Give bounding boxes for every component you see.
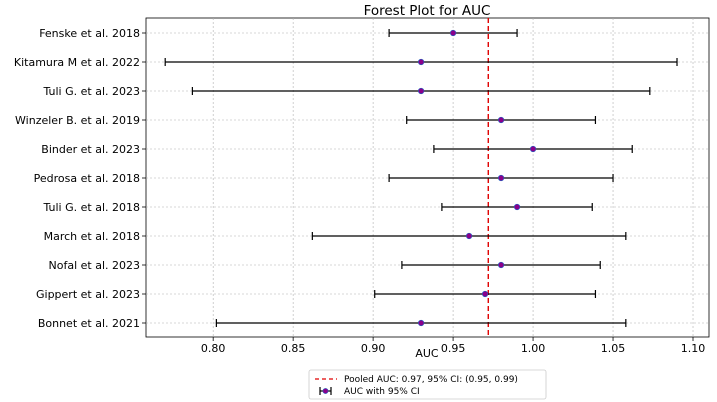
auc-point xyxy=(481,290,489,298)
auc-point xyxy=(418,319,425,327)
auc-point xyxy=(497,261,505,269)
auc-point xyxy=(513,203,521,211)
x-tick-label: 0.80 xyxy=(201,342,226,355)
legend-box xyxy=(308,369,547,400)
legend-ci-swatch-dot xyxy=(322,388,329,394)
x-tick-label: 0.90 xyxy=(361,342,386,355)
x-axis-label: AUC xyxy=(415,347,439,360)
study-label: Binder et al. 2023 xyxy=(41,143,140,156)
legend: Pooled AUC: 0.97, 95% CI: (0.95, 0.99) A… xyxy=(308,369,547,400)
legend-ci-label: AUC with 95% CI xyxy=(344,387,420,397)
study-label: Pedrosa et al. 2018 xyxy=(34,172,140,185)
y-tick-labels: Fenske et al. 2018 Kitamura M et al. 2022… xyxy=(14,27,146,330)
study-label: Winzeler B. et al. 2019 xyxy=(15,114,140,127)
study-label: Tuli G. et al. 2023 xyxy=(42,85,140,98)
study-label: Nofal et al. 2023 xyxy=(49,259,141,272)
auc-point xyxy=(497,174,505,182)
auc-point xyxy=(418,87,425,95)
x-ticks: 0.80 0.85 0.90 0.95 1.00 1.05 1.10 xyxy=(201,337,705,355)
study-label: Fenske et al. 2018 xyxy=(39,27,140,40)
study-label: Gippert et al. 2023 xyxy=(36,288,140,301)
auc-point xyxy=(465,232,473,240)
x-tick-label: 1.00 xyxy=(521,342,546,355)
auc-points xyxy=(418,29,537,327)
legend-pooled-label: Pooled AUC: 0.97, 95% CI: (0.95, 0.99) xyxy=(344,375,518,385)
study-label: March et al. 2018 xyxy=(44,230,140,243)
study-label: Bonnet et al. 2021 xyxy=(38,317,140,330)
chart-title: Forest Plot for AUC xyxy=(364,3,491,19)
x-tick-label: 0.85 xyxy=(281,342,306,355)
auc-point xyxy=(497,116,505,124)
auc-point xyxy=(529,145,537,153)
auc-point xyxy=(418,58,425,66)
auc-point xyxy=(449,29,457,37)
x-tick-label: 1.10 xyxy=(681,342,706,355)
x-tick-label: 0.95 xyxy=(441,342,466,355)
study-label: Kitamura M et al. 2022 xyxy=(14,56,140,69)
x-tick-label: 1.05 xyxy=(601,342,626,355)
study-label: Tuli G. et al. 2018 xyxy=(42,201,140,214)
